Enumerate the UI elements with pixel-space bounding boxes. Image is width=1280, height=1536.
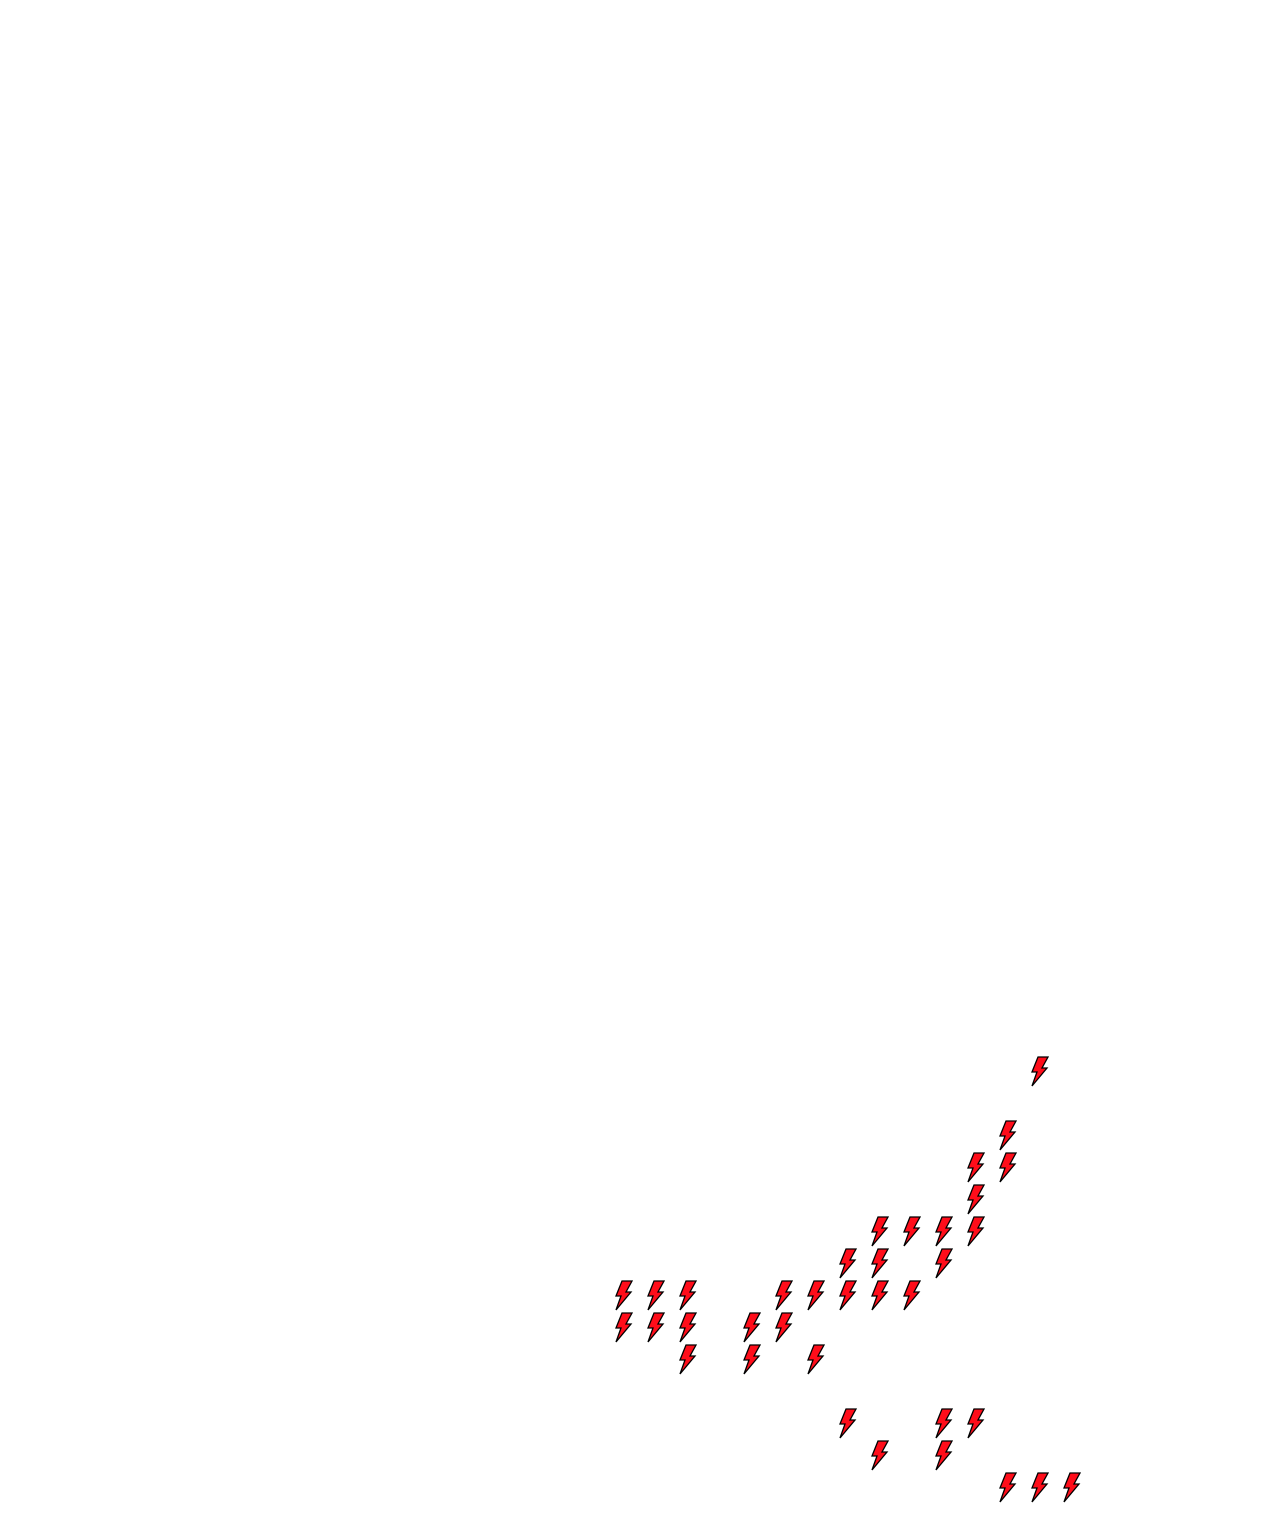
bolt-icon — [871, 1248, 889, 1279]
bolt-icon — [807, 1344, 825, 1375]
bolt-icon — [967, 1184, 985, 1215]
bolt-icon — [679, 1312, 697, 1343]
bolt-icon — [839, 1248, 857, 1279]
bolt-icon — [839, 1280, 857, 1311]
bolt-icon — [871, 1216, 889, 1247]
bolt-icon — [935, 1440, 953, 1471]
bolt-icon — [1031, 1472, 1049, 1503]
bolt-icon — [935, 1216, 953, 1247]
bolt-icon — [647, 1312, 665, 1343]
bolt-icon — [615, 1280, 633, 1311]
bolt-icon — [871, 1440, 889, 1471]
bolt-icon — [999, 1472, 1017, 1503]
bolt-icon — [999, 1152, 1017, 1183]
bolt-icon — [743, 1312, 761, 1343]
bolt-icon — [967, 1152, 985, 1183]
bolt-icon — [999, 1120, 1017, 1151]
bolt-icon — [647, 1280, 665, 1311]
bolt-icon — [743, 1344, 761, 1375]
bolt-icon — [775, 1280, 793, 1311]
bolt-icon — [903, 1280, 921, 1311]
bolt-icon — [807, 1280, 825, 1311]
bolt-icon — [1063, 1472, 1081, 1503]
bolt-icon — [903, 1216, 921, 1247]
bolt-icon — [679, 1280, 697, 1311]
bolt-icon — [935, 1408, 953, 1439]
bolt-icon — [967, 1408, 985, 1439]
bolt-icon — [1031, 1056, 1049, 1087]
bolt-icon — [967, 1216, 985, 1247]
bolt-icon — [775, 1312, 793, 1343]
bolt-icon — [839, 1408, 857, 1439]
bolt-icon — [935, 1248, 953, 1279]
bolt-icon — [679, 1344, 697, 1375]
bolt-icon — [615, 1312, 633, 1343]
bolt-icon — [871, 1280, 889, 1311]
